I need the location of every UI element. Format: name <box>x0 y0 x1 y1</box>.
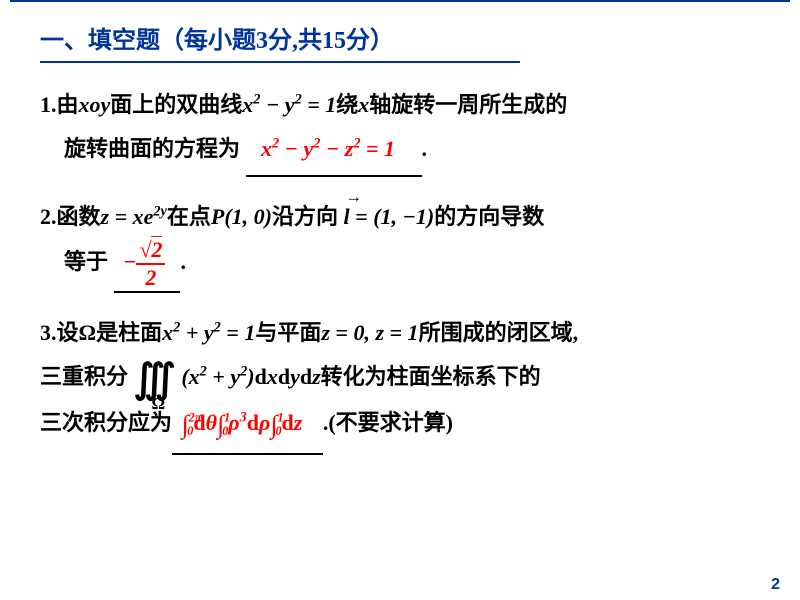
q1-period: . <box>422 136 428 161</box>
q2-answer-blank: −√22 <box>114 239 181 293</box>
section-header: 一、填空题（每小题3分,共15分） <box>40 20 520 63</box>
q2-ans-den: 2 <box>136 265 165 289</box>
q2-line2-a: 等于 <box>64 249 108 274</box>
q1-answer-blank: x2 − y2 − z2 = 1 <box>246 127 422 177</box>
q3-line3-a: 三次积分应为 <box>40 410 172 435</box>
question-2: 2.函数z = xe2y在点P(1, 0)沿方向 l = (1, −1)的方向导… <box>40 195 770 293</box>
q2-ans-minus: − <box>123 249 136 274</box>
page-content: 一、填空题（每小题3分,共15分） 1.由xoy面上的双曲线x2 − y2 = … <box>0 0 800 590</box>
q2-vec-eq: = (1, −1) <box>350 204 435 229</box>
question-1: 1.由xoy面上的双曲线x2 − y2 = 1绕x轴旋转一周所生成的 旋转曲面的… <box>40 83 770 177</box>
q1-text-b: 面上的双曲线 <box>110 92 242 117</box>
question-3: 3.设Ω是柱面x2 + y2 = 1与平面z = 0, z = 1所围成的闭区域… <box>40 311 770 455</box>
q3-line2-b: 转化为柱面坐标系下的 <box>321 364 541 389</box>
q3-eq1: x2 + y2 = 1 <box>162 320 255 345</box>
triple-integral-icon: ∭Ω <box>134 367 176 391</box>
q1-var-x: x <box>358 92 369 117</box>
q2-text-a: 2.函数 <box>40 204 101 229</box>
q1-var-xoy: xoy <box>79 92 111 117</box>
q3-line2-a: 三重积分 <box>40 364 128 389</box>
q1-text-d: 轴旋转一周所生成的 <box>369 92 567 117</box>
q2-ans-num: √2 <box>136 239 165 265</box>
omega-sub: Ω <box>152 399 166 409</box>
q1-line2-a: 旋转曲面的方程为 <box>64 136 240 161</box>
q2-vec-l: l <box>344 195 350 239</box>
q3-integrand: (x2 + y2)dxdydz <box>181 364 320 389</box>
q3-text-b: 是柱面 <box>96 320 162 345</box>
q3-answer-blank: ∫2π0dθ∫10ρ3dρ∫10dz <box>172 399 323 455</box>
page-number: 2 <box>771 576 780 594</box>
q3-omega: Ω <box>79 320 97 345</box>
q2-fn: z = xe2y <box>101 204 167 229</box>
q3-answer: ∫2π0dθ∫10ρ3dρ∫10dz <box>182 410 303 435</box>
q2-point: P(1, 0) <box>211 204 272 229</box>
q2-text-c: 沿方向 <box>272 204 338 229</box>
q2-period: . <box>180 249 186 274</box>
q3-text-c: 与平面 <box>255 320 321 345</box>
q1-eq: x2 − y2 = 1 <box>242 92 336 117</box>
q1-answer: x2 − y2 − z2 = 1 <box>255 127 401 173</box>
q2-answer-frac: √22 <box>136 239 165 289</box>
q1-text-a: 1.由 <box>40 92 79 117</box>
q2-text-d: 的方向导数 <box>434 204 544 229</box>
q3-eq2: z = 0, z = 1 <box>321 320 418 345</box>
q2-text-b: 在点 <box>167 204 211 229</box>
q3-text-d: 所围成的闭区域, <box>419 320 579 345</box>
q3-note: (不要求计算) <box>328 410 453 435</box>
q1-text-c: 绕 <box>336 92 358 117</box>
q3-text-a: 3.设 <box>40 320 79 345</box>
